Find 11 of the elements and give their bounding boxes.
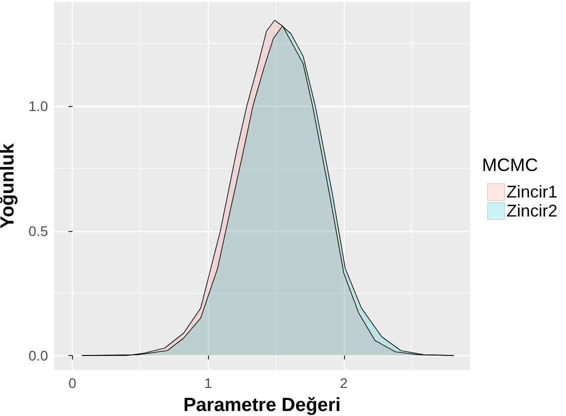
- y-axis-title: Yoğunluk: [0, 143, 19, 229]
- y-tick-label: 1.0: [28, 98, 48, 114]
- x-tick-label: 1: [204, 375, 212, 391]
- x-axis-title: Parametre Değeri: [183, 395, 341, 416]
- x-tick-label: 0: [68, 375, 77, 391]
- legend-title: MCMC: [482, 155, 538, 175]
- y-tick-label: 0.5: [28, 222, 48, 239]
- legend-label: Zincir1: [506, 182, 558, 202]
- x-tick-label: 2: [340, 375, 348, 391]
- legend-label: Zincir2: [506, 202, 558, 220]
- y-tick-label: 0.0: [28, 348, 48, 364]
